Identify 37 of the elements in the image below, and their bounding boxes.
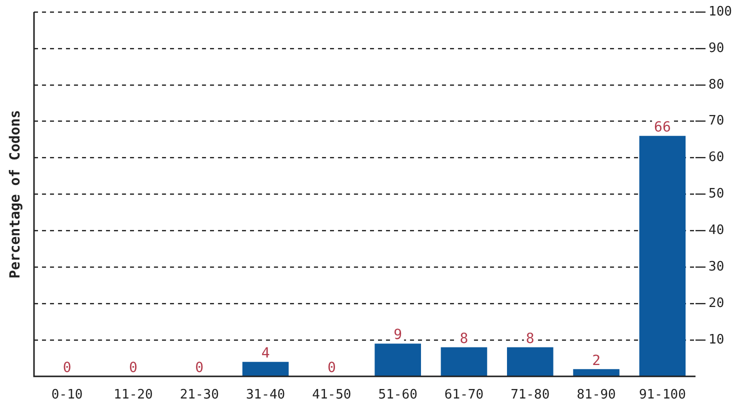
data-label: 2 [592,352,601,369]
y-tick-label: 30 [708,259,724,274]
data-label: 66 [654,120,671,136]
x-tick-label: 51-60 [378,388,418,403]
y-tick-label: 80 [708,77,724,92]
y-tick-label: 90 [708,40,724,56]
x-tick-label: 41-50 [312,388,352,403]
data-label: 0 [129,360,138,376]
bar [506,347,554,376]
data-label: 9 [394,327,402,344]
x-tick-label: 31-40 [246,388,286,403]
data-label: 8 [526,330,534,347]
bar [440,347,488,376]
bar [573,369,620,376]
y-axis-title: Percentage of Codons [8,110,24,278]
x-tick-label: 71-80 [510,388,550,403]
data-label: 0 [195,360,204,376]
data-label: 0 [327,360,336,376]
data-label: 8 [460,330,468,347]
x-tick-label: 11-20 [114,388,153,403]
y-tick-label: 20 [708,296,724,311]
bar [374,344,421,376]
data-label: 0 [62,360,72,376]
y-tick-label: 100 [708,4,732,20]
y-tick-label: 10 [708,332,724,348]
y-tick-label: 40 [708,223,724,238]
x-tick-label: 61-70 [444,388,484,403]
x-tick-label: 81-90 [576,388,616,403]
x-tick-label: 0-10 [51,388,83,403]
data-label: 4 [261,345,270,362]
bar [242,362,289,376]
bar [639,136,686,376]
y-tick-label: 60 [708,150,724,166]
y-tick-label: 70 [708,114,724,129]
y-tick-label: 50 [708,186,724,202]
x-tick-label: 21-30 [180,388,219,403]
x-tick-label: 91-100 [638,388,686,403]
